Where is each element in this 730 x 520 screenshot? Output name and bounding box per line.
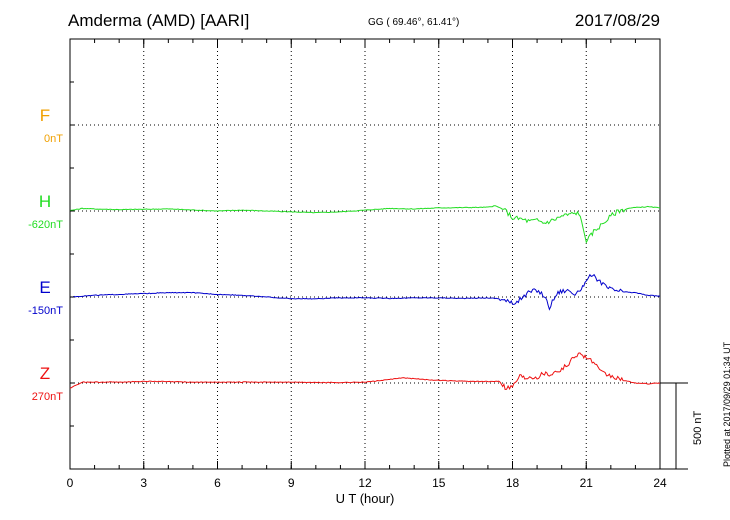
x-tick-label: 15 [432,476,446,490]
x-tick-label: 6 [214,476,221,490]
x-tick-label: 9 [288,476,295,490]
x-tick-label: 21 [580,476,594,490]
component-label-e: E [39,278,50,297]
scale-bar-label: 500 nT [692,410,704,445]
baseline-label-f: 0nT [44,133,63,145]
plotted-timestamp: Plotted at 2017/09/29 01:34 UT [722,341,730,467]
baseline-label-h: -620nT [28,219,63,231]
x-tick-label: 3 [140,476,147,490]
component-label-z: Z [40,364,50,383]
trace-e [69,273,661,311]
station-title: Amderma (AMD) [AARI] [68,11,250,30]
x-tick-label: 24 [653,476,667,490]
trace-z [69,352,661,391]
x-tick-label: 18 [506,476,520,490]
baseline-label-e: -150nT [28,305,63,317]
x-axis-label: U T (hour) [336,491,395,506]
coordinates-label: GG ( 69.46°, 61.41°) [368,17,460,28]
x-tick-label: 0 [67,476,74,490]
trace-h [69,205,661,244]
x-tick-label: 12 [358,476,372,490]
grid-lines [70,39,660,469]
component-label-f: F [40,106,50,125]
component-label-h: H [39,192,51,211]
scale-bar [660,382,688,470]
axis-labels: 0 3 6 9 12 15 18 21 24 U T (hour) F 0nT H -620nT E -150… [28,39,667,506]
traces [69,205,661,391]
baseline-label-z: 270nT [32,391,63,403]
date-label: 2017/08/29 [574,11,660,30]
